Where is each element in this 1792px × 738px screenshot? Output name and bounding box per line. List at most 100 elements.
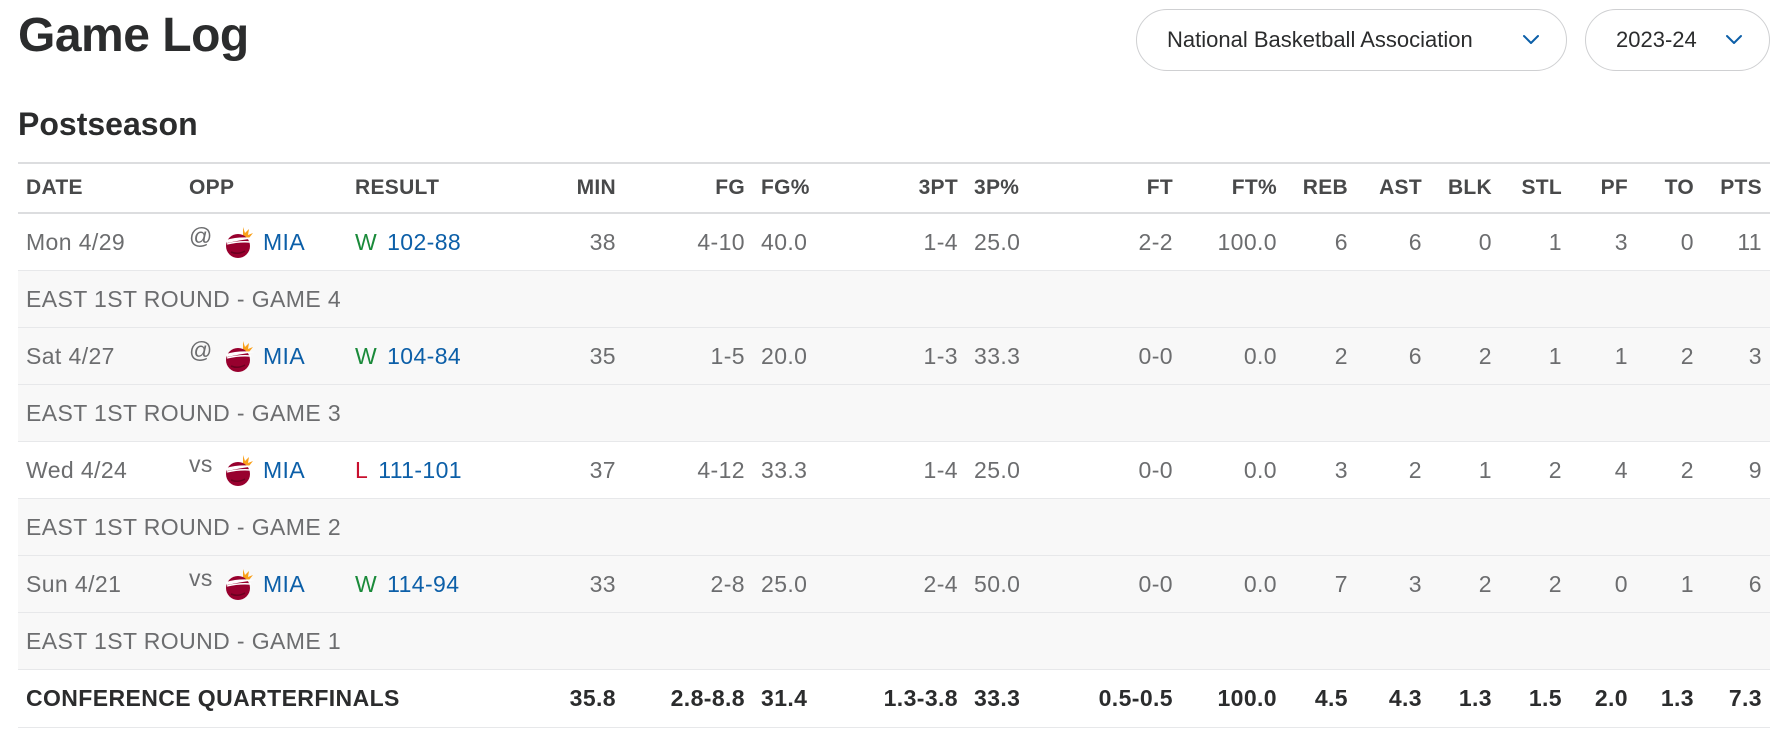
col-header-ast: AST	[1356, 163, 1430, 214]
col-header-result: RESULT	[347, 163, 533, 214]
game-note-row: EAST 1ST ROUND - GAME 1	[18, 612, 1770, 670]
stat-stl: 1	[1500, 327, 1570, 385]
miami-heat-logo-icon[interactable]	[221, 452, 257, 488]
result-score-link[interactable]: 104-84	[387, 342, 462, 369]
opponent-cell: vs MIA	[181, 441, 347, 499]
league-select[interactable]: National Basketball Association	[1136, 9, 1567, 71]
opponent-link[interactable]: MIA	[263, 570, 306, 597]
stat-ft-pct: 0.0	[1181, 327, 1285, 385]
total-3p-pct: 33.3	[966, 669, 1052, 728]
game-log-table: DATE OPP RESULT MIN FG FG% 3PT 3P% FT FT…	[18, 162, 1770, 728]
stat-ast: 6	[1356, 327, 1430, 385]
stat-3pt: 1-4	[837, 441, 966, 499]
stat-ft: 0-0	[1052, 555, 1181, 613]
stat-3p-pct: 25.0	[966, 213, 1052, 271]
col-header-ft-pct: FT%	[1181, 163, 1285, 214]
stat-fg: 4-10	[624, 213, 753, 271]
game-note: EAST 1ST ROUND - GAME 2	[18, 498, 1770, 556]
col-header-date: DATE	[18, 163, 181, 214]
totals-label: CONFERENCE QUARTERFINALS	[18, 669, 533, 728]
total-to: 1.3	[1636, 669, 1702, 728]
col-header-to: TO	[1636, 163, 1702, 214]
col-header-reb: REB	[1285, 163, 1356, 214]
stat-fg-pct: 33.3	[753, 441, 837, 499]
game-note: EAST 1ST ROUND - GAME 4	[18, 270, 1770, 328]
result-cell: L 111-101	[347, 441, 533, 499]
total-stl: 1.5	[1500, 669, 1570, 728]
result-cell: W 102-88	[347, 213, 533, 271]
col-header-3p-pct: 3P%	[966, 163, 1052, 214]
stat-ft: 2-2	[1052, 213, 1181, 271]
total-reb: 4.5	[1285, 669, 1356, 728]
result-score-link[interactable]: 111-101	[378, 456, 462, 483]
home-away-indicator: vs	[189, 564, 213, 591]
season-select[interactable]: 2023-24	[1585, 9, 1770, 71]
stat-reb: 2	[1285, 327, 1356, 385]
header-row: DATE OPP RESULT MIN FG FG% 3PT 3P% FT FT…	[18, 163, 1770, 214]
stat-to: 0	[1636, 213, 1702, 271]
stat-fg-pct: 25.0	[753, 555, 837, 613]
miami-heat-logo-icon[interactable]	[221, 338, 257, 374]
result-score-link[interactable]: 102-88	[387, 228, 462, 255]
col-header-3pt: 3PT	[837, 163, 966, 214]
col-header-opp: OPP	[181, 163, 347, 214]
miami-heat-logo-icon[interactable]	[221, 224, 257, 260]
stat-3p-pct: 25.0	[966, 441, 1052, 499]
col-header-fg: FG	[624, 163, 753, 214]
game-note-row: EAST 1ST ROUND - GAME 3	[18, 384, 1770, 442]
total-ft: 0.5-0.5	[1052, 669, 1181, 728]
stat-pf: 0	[1570, 555, 1636, 613]
stat-reb: 3	[1285, 441, 1356, 499]
total-ft-pct: 100.0	[1181, 669, 1285, 728]
result-cell: W 104-84	[347, 327, 533, 385]
result-score-link[interactable]: 114-94	[387, 570, 460, 597]
opponent-link[interactable]: MIA	[263, 456, 306, 483]
stat-pts: 3	[1702, 327, 1770, 385]
game-note: EAST 1ST ROUND - GAME 3	[18, 384, 1770, 442]
stat-min: 35	[533, 327, 624, 385]
total-fg: 2.8-8.8	[624, 669, 753, 728]
stat-fg: 1-5	[624, 327, 753, 385]
opponent-link[interactable]: MIA	[263, 342, 306, 369]
stat-to: 2	[1636, 327, 1702, 385]
stat-pf: 4	[1570, 441, 1636, 499]
stat-blk: 2	[1430, 555, 1500, 613]
miami-heat-logo-icon[interactable]	[221, 566, 257, 602]
stat-ast: 2	[1356, 441, 1430, 499]
stat-blk: 0	[1430, 213, 1500, 271]
table-row: Wed 4/24 vs MIA L 111-101 37 4-12 33.3 1-4 2…	[18, 441, 1770, 499]
stat-stl: 2	[1500, 441, 1570, 499]
total-min: 35.8	[533, 669, 624, 728]
stat-min: 33	[533, 555, 624, 613]
stat-fg: 2-8	[624, 555, 753, 613]
result-outcome: W	[355, 342, 378, 369]
stat-pf: 3	[1570, 213, 1636, 271]
stat-ft-pct: 0.0	[1181, 555, 1285, 613]
total-pts: 7.3	[1702, 669, 1770, 728]
home-away-indicator: @	[189, 336, 213, 363]
total-3pt: 1.3-3.8	[837, 669, 966, 728]
game-date: Sat 4/27	[18, 327, 181, 385]
table-row: Sun 4/21 vs MIA W 114-94 33 2-8 25.0 2-4 50.…	[18, 555, 1770, 613]
stat-pts: 6	[1702, 555, 1770, 613]
totals-row: CONFERENCE QUARTERFINALS 35.8 2.8-8.8 31.4 1…	[18, 669, 1770, 728]
stat-to: 1	[1636, 555, 1702, 613]
home-away-indicator: @	[189, 222, 213, 249]
table-row: Sat 4/27 @ MIA W 104-84 35 1-5 20.0 1-3 33.3…	[18, 327, 1770, 385]
season-select-value: 2023-24	[1616, 27, 1697, 52]
chevron-down-icon	[1523, 35, 1539, 44]
stat-min: 38	[533, 213, 624, 271]
game-note: EAST 1ST ROUND - GAME 1	[18, 612, 1770, 670]
stat-ft-pct: 100.0	[1181, 213, 1285, 271]
total-ast: 4.3	[1356, 669, 1430, 728]
table-row: Mon 4/29 @ MIA W 102-88 38 4-10 40.0 1-4 25.…	[18, 213, 1770, 271]
game-date: Wed 4/24	[18, 441, 181, 499]
result-outcome: W	[355, 228, 378, 255]
stat-to: 2	[1636, 441, 1702, 499]
game-note-row: EAST 1ST ROUND - GAME 2	[18, 498, 1770, 556]
opponent-link[interactable]: MIA	[263, 228, 306, 255]
total-fg-pct: 31.4	[753, 669, 837, 728]
stat-reb: 6	[1285, 213, 1356, 271]
stat-min: 37	[533, 441, 624, 499]
